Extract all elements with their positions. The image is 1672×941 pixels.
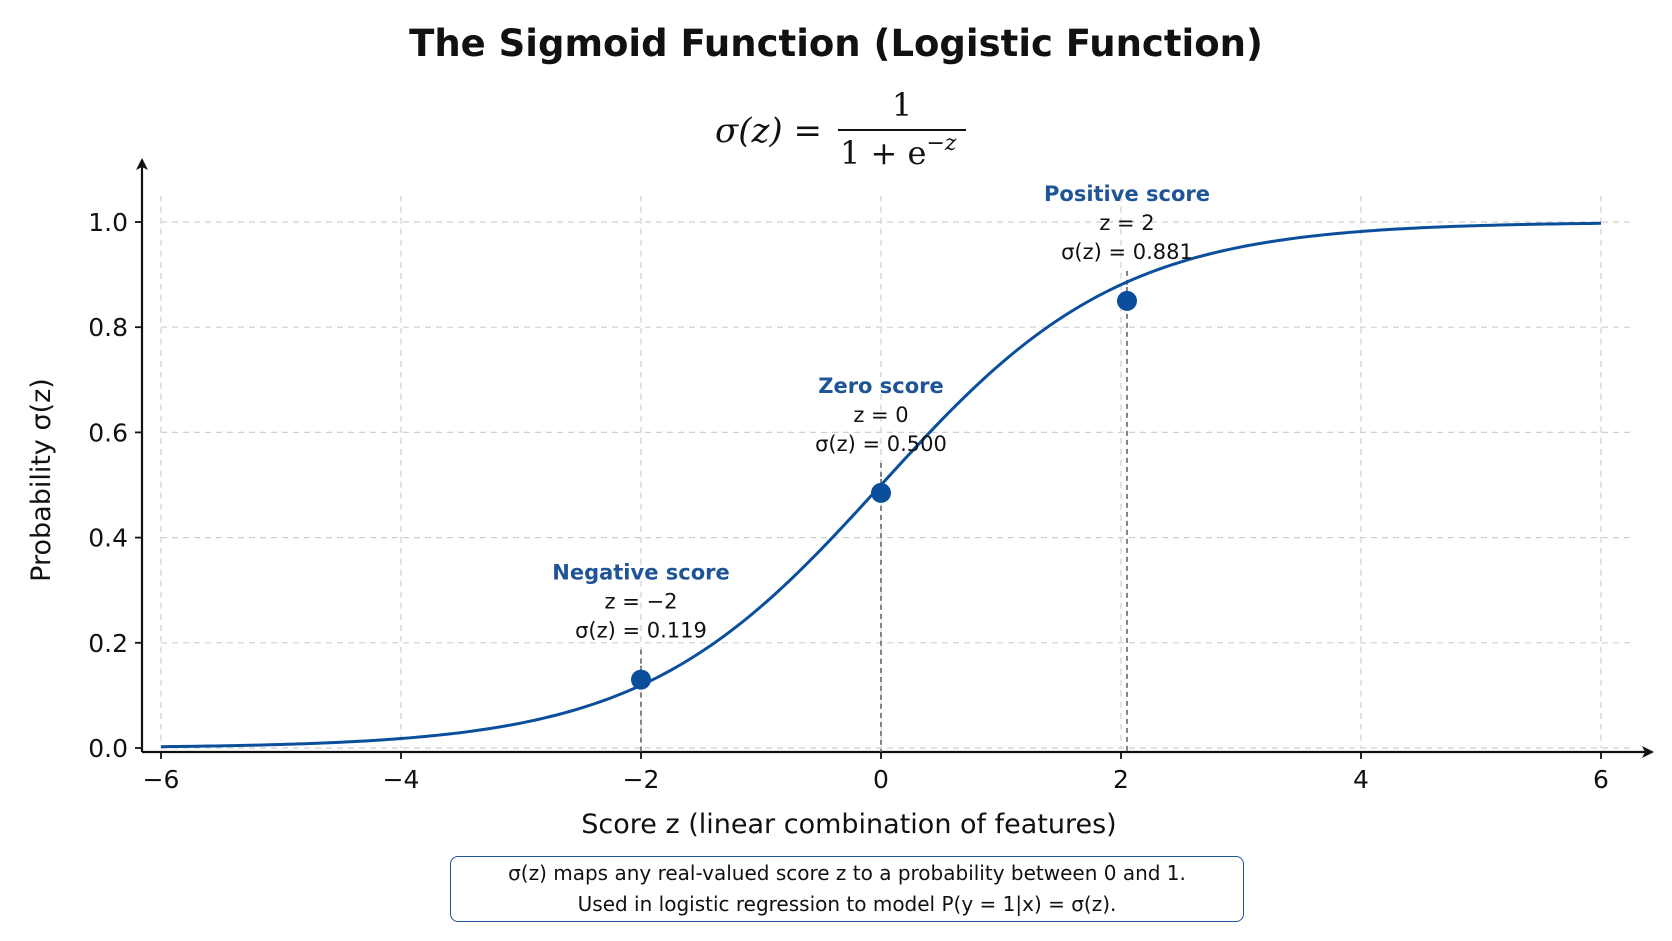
grid-lines	[160, 195, 1631, 749]
x-tick-label: 0	[873, 765, 889, 794]
formula-lhs: σ(z) =	[715, 111, 822, 151]
y-tick-label: 0.2	[88, 629, 128, 658]
point-z-label: z = 0	[853, 403, 908, 427]
formula-denominator-base: 1 + e	[840, 134, 926, 172]
data-point	[871, 482, 891, 503]
formula: σ(z) = 1 1 + e−z	[715, 86, 966, 172]
x-tick-label: −6	[143, 765, 180, 794]
data-point	[1117, 290, 1137, 311]
point-z-label: z = −2	[605, 590, 678, 614]
point-guide-lines	[640, 270, 1128, 752]
axes	[135, 158, 1654, 759]
formula-exponent: −z	[926, 131, 956, 156]
formula-numerator: 1	[892, 86, 912, 124]
formula-denominator: 1 + e−z	[840, 131, 957, 172]
y-tick-label: 0.0	[88, 734, 128, 763]
y-tick-label: 0.8	[88, 313, 128, 342]
tick-labels: −6 −4 −2 0 2 4 6 0.0 0.2 0.4 0.6 0.8 1.0	[88, 208, 1609, 794]
point-label: Zero score	[818, 374, 944, 398]
y-tick-label: 0.6	[88, 418, 128, 447]
point-label: Positive score	[1044, 182, 1210, 206]
point-label: Negative score	[552, 561, 729, 585]
note-line-1: σ(z) maps any real-valued score z to a p…	[508, 861, 1186, 885]
x-axis-label: Score z (linear combination of features)	[581, 809, 1116, 840]
x-tick-label: 2	[1113, 765, 1129, 794]
x-tick-label: 4	[1353, 765, 1369, 794]
point-value-label: σ(z) = 0.881	[1061, 240, 1193, 264]
data-point	[631, 669, 651, 690]
note-box: σ(z) maps any real-valued score z to a p…	[450, 856, 1244, 922]
point-value-label: σ(z) = 0.119	[575, 619, 707, 643]
note-line-2: Used in logistic regression to model P(y…	[577, 892, 1117, 916]
x-tick-label: 6	[1593, 765, 1609, 794]
point-z-label: z = 2	[1099, 211, 1154, 235]
y-tick-label: 0.4	[88, 524, 128, 553]
annotated-points: Negative score z = −2 σ(z) = 0.119 Zero sco…	[552, 182, 1210, 690]
y-tick-label: 1.0	[88, 208, 128, 237]
x-tick-label: −2	[623, 765, 660, 794]
point-value-label: σ(z) = 0.500	[815, 432, 947, 456]
y-axis-label: Probability σ(z)	[26, 378, 57, 582]
x-tick-label: −4	[383, 765, 420, 794]
chart-title: The Sigmoid Function (Logistic Function)	[409, 22, 1263, 65]
